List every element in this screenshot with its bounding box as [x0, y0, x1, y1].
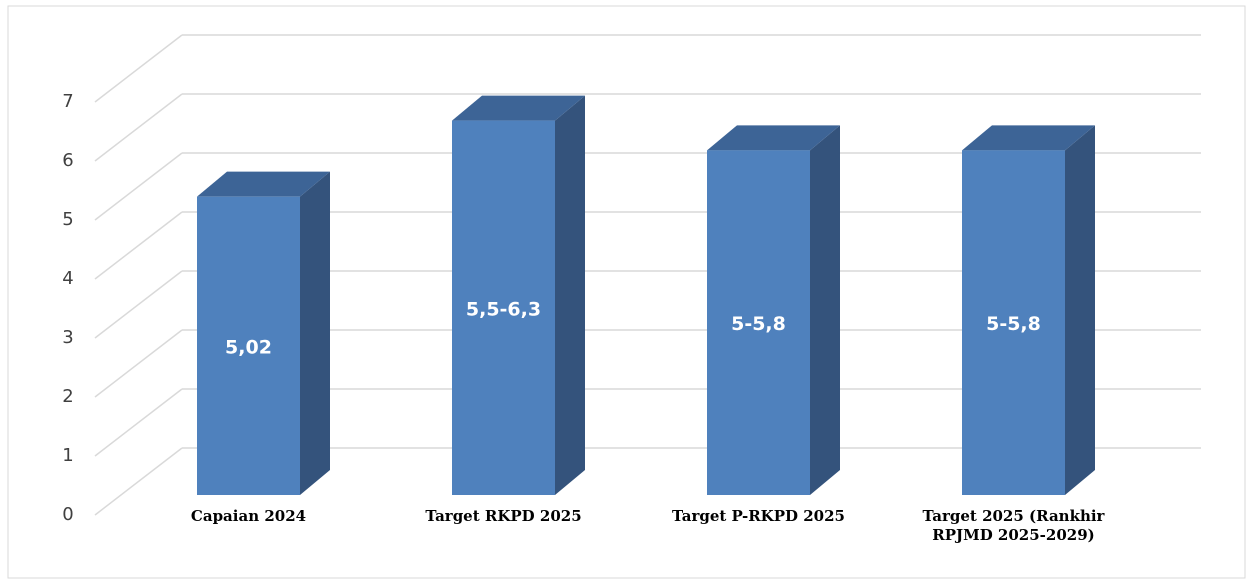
- grid-line-side: [94, 211, 183, 280]
- x-tick-label: Target 2025 (Rankhir RPJMD 2025-2029): [922, 507, 1105, 544]
- bar-side: [1065, 125, 1095, 496]
- x-tick-label: Target P-RKPD 2025: [672, 507, 845, 525]
- y-tick-label: 4: [62, 268, 73, 289]
- bar: [707, 150, 810, 496]
- grid-line-side: [94, 388, 183, 457]
- grid-line-side: [94, 329, 183, 398]
- y-tick-label: 2: [62, 386, 73, 407]
- y-tick-label: 6: [62, 150, 73, 171]
- y-tick-label: 1: [62, 445, 73, 466]
- grid-line-side: [94, 152, 183, 221]
- value-label: 5-5,8: [731, 313, 786, 335]
- bar-top: [197, 171, 330, 197]
- y-tick-label: 7: [62, 91, 73, 112]
- x-tick-label: Capaian 2024: [190, 507, 307, 525]
- y-tick-label: 5: [62, 209, 73, 230]
- grid-line-side: [94, 270, 183, 339]
- grid-line-side: [94, 447, 183, 516]
- bar-side: [810, 125, 840, 496]
- bar: [962, 150, 1065, 496]
- value-label: 5-5,8: [986, 313, 1041, 335]
- bar-side: [555, 95, 585, 495]
- bar: [197, 196, 300, 495]
- bar-top: [962, 125, 1095, 151]
- y-tick-label: 0: [62, 504, 73, 525]
- chart-frame: [7, 5, 1246, 579]
- value-label: 5,02: [225, 336, 272, 358]
- bar-side: [300, 171, 330, 495]
- bar-top: [452, 95, 585, 121]
- bar-top: [707, 125, 840, 151]
- y-tick-label: 3: [62, 327, 73, 348]
- grid-line-side: [94, 34, 183, 103]
- grid-line-side: [94, 93, 183, 162]
- bar: [452, 120, 555, 495]
- x-tick-label: Target RKPD 2025: [425, 507, 582, 525]
- value-label: 5,5-6,3: [466, 298, 541, 320]
